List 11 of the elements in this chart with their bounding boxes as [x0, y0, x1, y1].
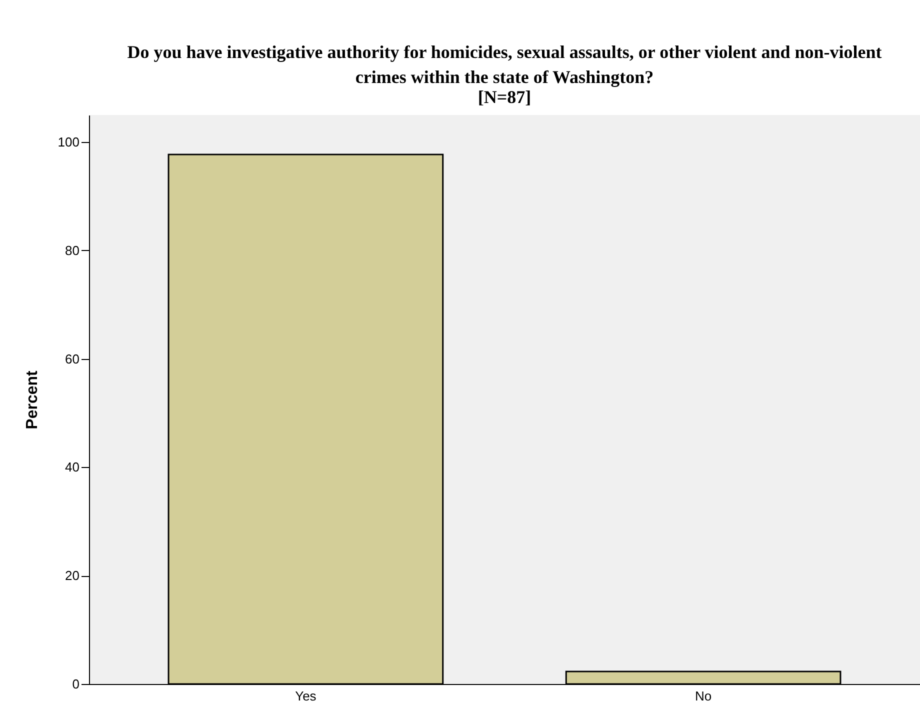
chart-subtitle: [N=87] — [478, 87, 532, 107]
y-axis-title: Percent — [24, 370, 41, 430]
x-tick-label: Yes — [295, 688, 317, 704]
y-tick-label: 0 — [72, 676, 80, 692]
chart-title: Do you have investigative authority for homicides, sexual assaults, or other violent and non-violent crimes within the state of Washington? — [127, 42, 882, 87]
x-tick-label: No — [694, 688, 712, 704]
y-tick-label: 40 — [65, 460, 80, 475]
y-tick-label: 20 — [65, 568, 80, 584]
y-tick-label: 100 — [58, 134, 80, 150]
y-tick-label: 60 — [65, 351, 80, 366]
y-tick-label: 80 — [65, 242, 80, 258]
